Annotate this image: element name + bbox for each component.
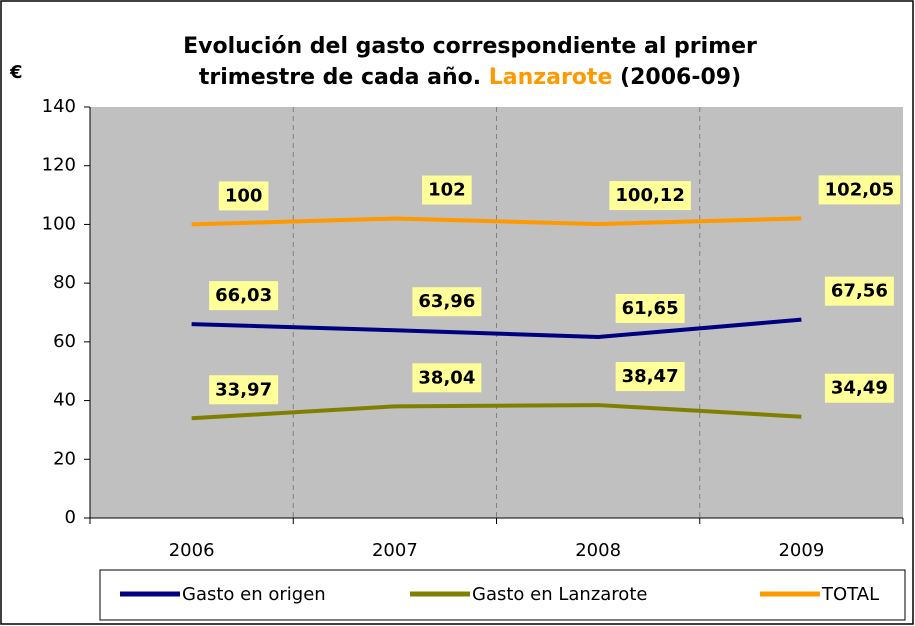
x-tick-label: 2008 [575,540,621,561]
legend-label: Gasto en origen [182,584,326,605]
value-label-text: 61,65 [622,298,679,319]
value-label-text: 102 [428,180,466,201]
value-label: 33,97 [209,375,279,405]
title-line: Evolución del gasto correspondiente al p… [183,34,757,59]
chart-title: trimestre de cada año. Lanzarote (2006-0… [199,65,741,90]
title-line: trimestre de cada año. [199,65,481,90]
value-label: 63,96 [412,287,482,317]
title-line: (2006-09) [620,65,741,90]
y-tick-label: 140 [42,96,76,117]
value-label-box [412,363,482,393]
value-label-box [218,181,269,211]
value-label: 102,05 [818,175,901,205]
value-label-text: 34,49 [831,378,888,399]
value-label: 66,03 [209,281,279,311]
value-label: 67,56 [824,276,894,306]
value-label-box [412,287,482,317]
legend-label: Gasto en Lanzarote [472,584,647,605]
value-label-box [609,181,691,211]
value-label-box [615,294,685,324]
value-label-box [615,362,685,392]
value-label: 61,65 [615,294,685,324]
x-tick-label: 2007 [372,540,418,561]
value-label-box [824,276,894,306]
value-label-text: 102,05 [825,179,894,200]
y-tick-label: 40 [53,390,76,411]
value-label-text: 63,96 [418,291,475,312]
value-label-box [209,375,279,405]
value-label-text: 100,12 [615,185,684,206]
value-label-box [422,175,472,205]
y-tick-label: 20 [53,448,76,469]
value-label-text: 33,97 [215,379,272,400]
value-label-text: 100 [225,185,263,206]
value-label-box [818,175,901,205]
value-label: 38,04 [412,363,482,393]
data-line [191,317,802,340]
legend-label: TOTAL [821,584,879,605]
value-label: 102 [422,175,472,205]
value-label: 100 [218,181,269,211]
value-label-text: 66,03 [215,285,272,306]
y-axis-label: € [9,62,23,83]
value-label: 100,12 [609,181,691,211]
value-label-text: 38,04 [418,367,475,388]
y-tick-label: 100 [42,213,76,234]
y-tick-label: 120 [42,155,76,176]
chart-title: Evolución del gasto correspondiente al p… [183,34,757,59]
x-tick-label: 2006 [169,540,215,561]
y-tick-label: 80 [53,272,76,293]
x-tick-label: 2009 [778,540,824,561]
title-highlight: Lanzarote [489,65,613,90]
value-label-box [209,281,279,311]
value-label-box [824,373,894,403]
y-tick-label: 0 [65,507,76,528]
value-label: 34,49 [824,373,894,403]
value-label-text: 38,47 [622,366,679,387]
data-line [191,216,802,227]
data-line [191,403,802,421]
value-label-text: 67,56 [831,281,888,302]
value-label: 38,47 [615,362,685,392]
plot-area [90,107,903,518]
y-tick-label: 60 [53,331,76,352]
